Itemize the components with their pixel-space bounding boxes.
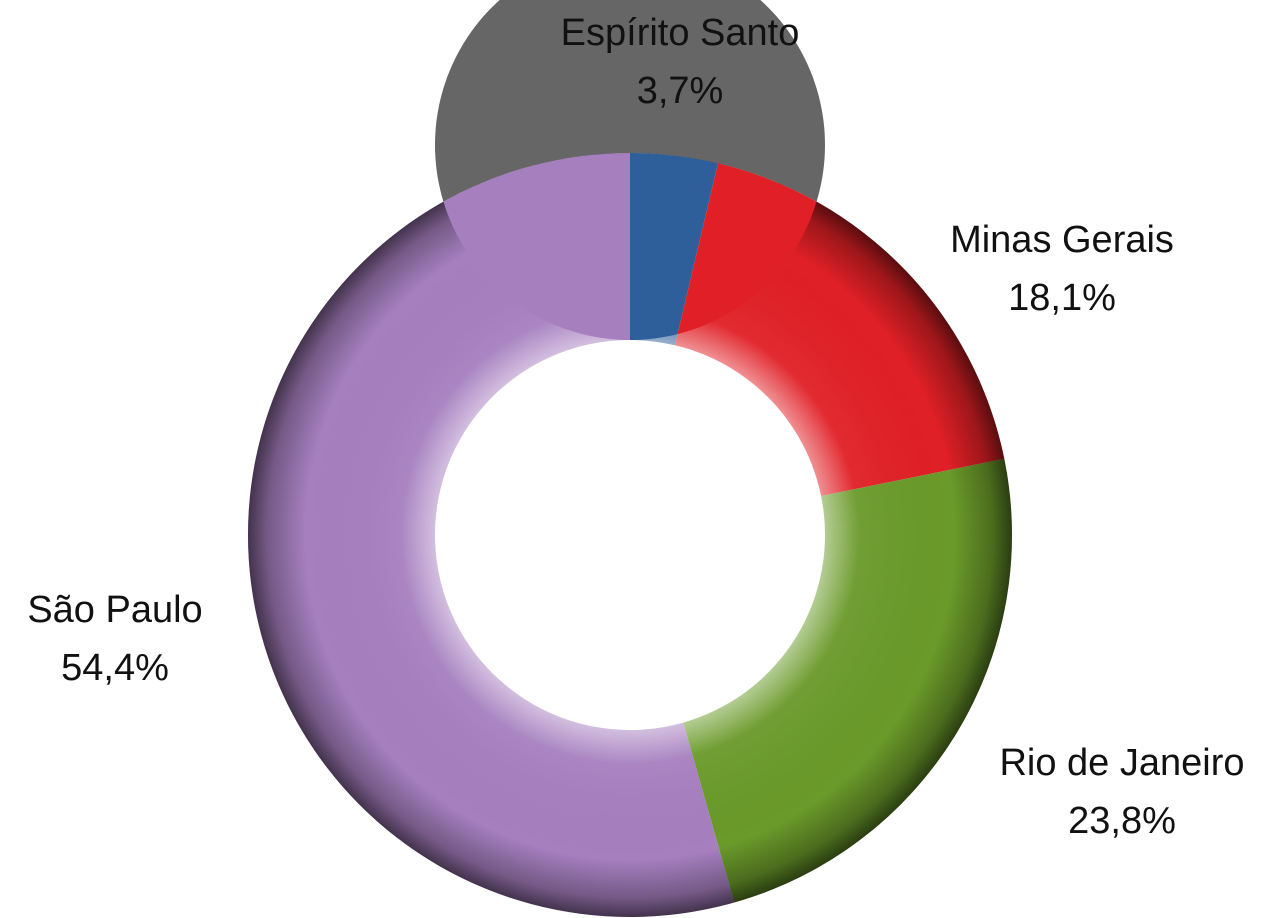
slice-value-label: 54,4% (61, 647, 169, 689)
slices (247, 0, 1012, 917)
slice-value-label: 23,8% (1068, 800, 1176, 842)
slice (674, 163, 1005, 497)
slice-category-label: Espírito Santo (561, 12, 800, 54)
slice-category-label: São Paulo (27, 589, 202, 631)
slice-value-label: 3,7% (637, 70, 724, 112)
slice-category-label: Rio de Janeiro (999, 742, 1244, 784)
slice (683, 458, 1012, 903)
slice-category-label: Minas Gerais (950, 219, 1174, 261)
slice-value-label: 18,1% (1008, 277, 1116, 319)
